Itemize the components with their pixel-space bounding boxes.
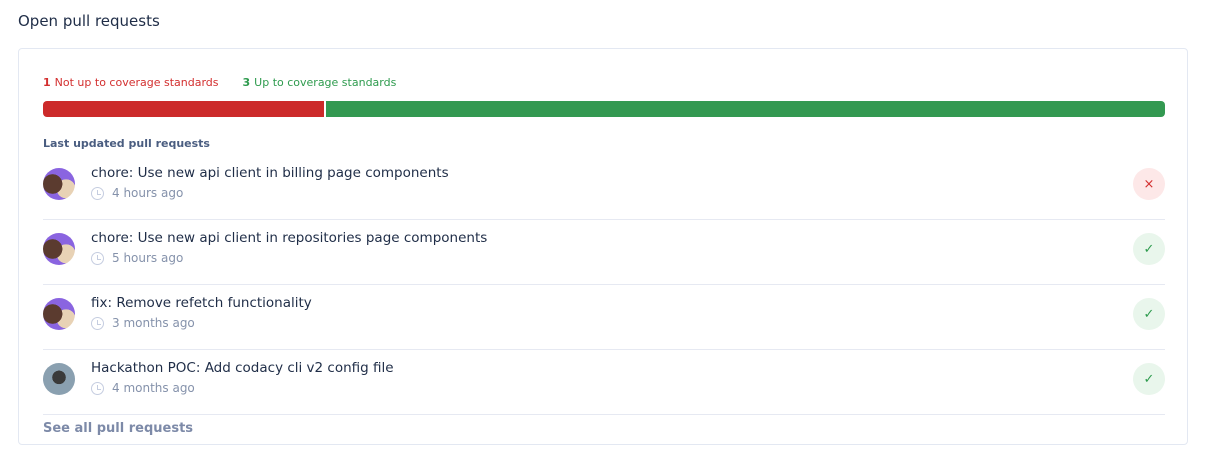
- not-label: Not up to coverage standards: [54, 76, 219, 89]
- section-title: Open pull requests: [18, 12, 160, 30]
- pull-request-row[interactable]: chore: Use new api client in billing pag…: [43, 155, 1165, 220]
- avatar: [43, 168, 75, 200]
- pr-title[interactable]: chore: Use new api client in repositorie…: [91, 230, 488, 246]
- pull-requests-card: 1 Not up to coverage standards 3 Up to cov…: [18, 48, 1188, 445]
- clock-icon: [91, 381, 104, 395]
- up-to-standards-legend: 3 Up to coverage standards: [243, 76, 397, 89]
- fail-status-icon: ×: [1133, 168, 1165, 200]
- pr-time: 5 hours ago: [91, 251, 183, 265]
- coverage-legend: 1 Not up to coverage standards 3 Up to cov…: [43, 76, 396, 89]
- clock-icon: [91, 251, 104, 265]
- up-count: 3: [242, 76, 251, 89]
- list-title: Last updated pull requests: [43, 137, 210, 150]
- pr-time: 4 hours ago: [91, 186, 183, 200]
- check-status-icon: ✓: [1133, 298, 1165, 330]
- check-status-icon: ✓: [1133, 233, 1165, 265]
- pr-time-text: 4 hours ago: [112, 186, 184, 200]
- up-label: Up to coverage standards: [254, 76, 397, 89]
- avatar: [43, 298, 75, 330]
- pull-request-row[interactable]: chore: Use new api client in repositorie…: [43, 220, 1165, 285]
- pr-title[interactable]: Hackathon POC: Add codacy cli v2 config …: [91, 360, 394, 376]
- clock-icon: [91, 316, 104, 330]
- coverage-bar: [43, 101, 1165, 117]
- pull-request-row[interactable]: Hackathon POC: Add codacy cli v2 config …: [43, 350, 1165, 415]
- pr-time: 4 months ago: [91, 381, 195, 395]
- avatar: [43, 233, 75, 265]
- pull-request-list: chore: Use new api client in billing pag…: [43, 155, 1165, 415]
- pr-time: 3 months ago: [91, 316, 195, 330]
- pr-title[interactable]: fix: Remove refetch functionality: [91, 295, 312, 311]
- avatar: [43, 363, 75, 395]
- pull-request-row[interactable]: fix: Remove refetch functionality 3 month…: [43, 285, 1165, 350]
- pr-title[interactable]: chore: Use new api client in billing pag…: [91, 165, 449, 181]
- see-all-pull-requests-link[interactable]: See all pull requests: [43, 421, 194, 436]
- pr-time-text: 3 months ago: [112, 316, 195, 330]
- check-status-icon: ✓: [1133, 363, 1165, 395]
- clock-icon: [91, 186, 104, 200]
- not-up-to-standards-legend: 1 Not up to coverage standards: [43, 76, 219, 89]
- pr-time-text: 5 hours ago: [112, 251, 184, 265]
- coverage-bar-passing: [325, 101, 1165, 117]
- coverage-bar-failing: [43, 101, 324, 117]
- pr-time-text: 4 months ago: [112, 381, 195, 395]
- not-count: 1: [43, 76, 51, 89]
